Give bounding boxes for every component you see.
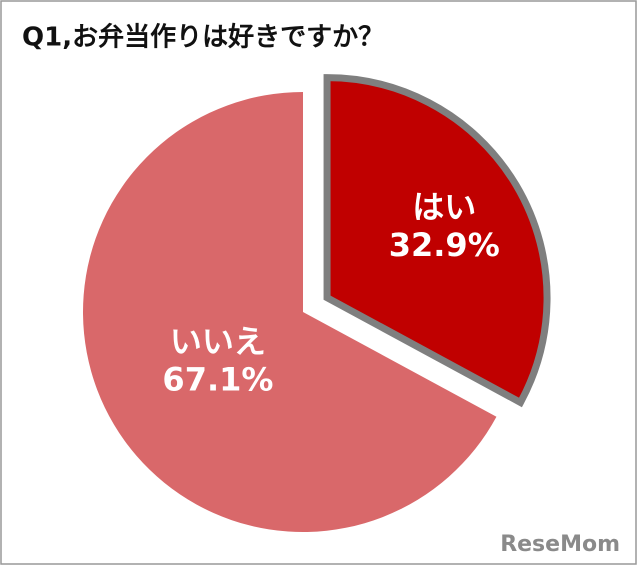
chart-title: Q1,お弁当作りは好きですか？ — [22, 22, 384, 53]
watermark: ReseMom — [500, 532, 620, 557]
value-label: 67.1% — [162, 361, 273, 399]
slice-label: いいえ — [170, 323, 266, 361]
pie-slice — [82, 92, 497, 532]
pie-slice — [323, 74, 551, 408]
value-label: 32.9% — [389, 226, 500, 264]
slice-label: はい — [412, 188, 476, 226]
